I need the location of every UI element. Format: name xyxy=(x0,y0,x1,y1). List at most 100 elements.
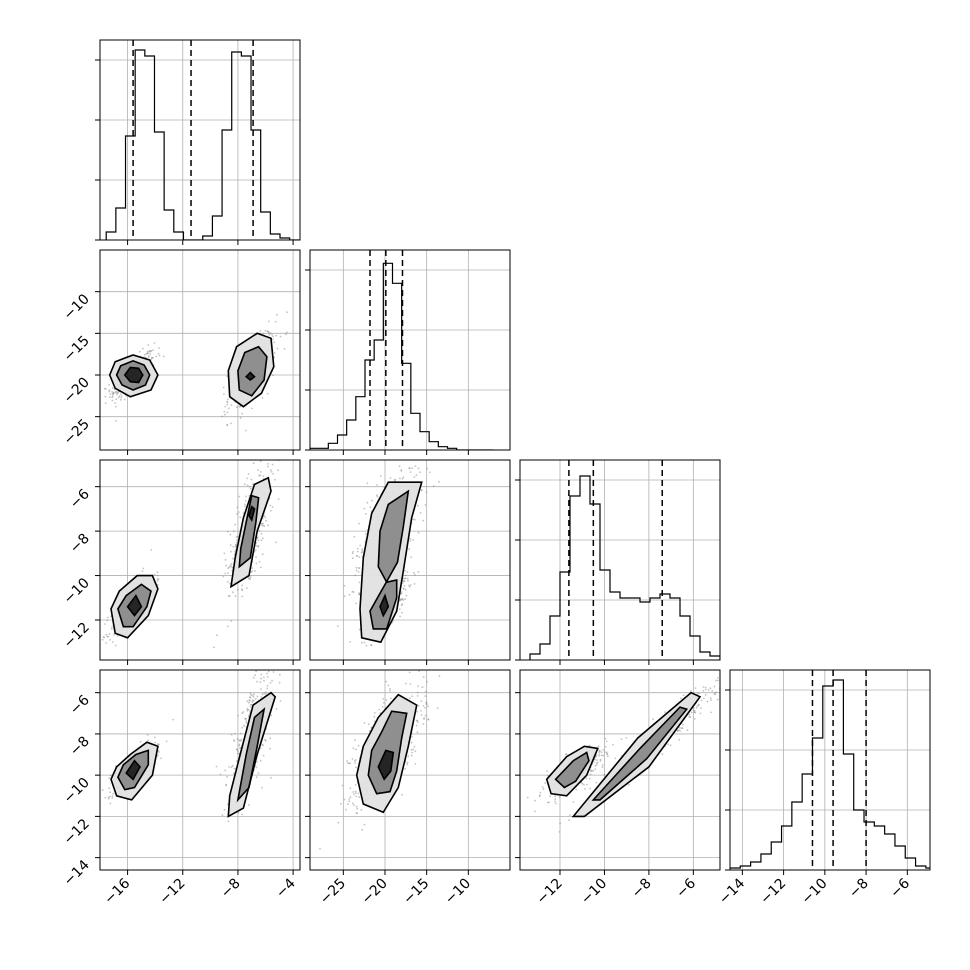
scatter-point xyxy=(258,444,260,446)
scatter-point xyxy=(404,598,407,601)
scatter-point xyxy=(257,772,260,774)
scatter-point xyxy=(222,575,225,578)
scatter-point xyxy=(269,469,272,471)
scatter-point xyxy=(447,663,449,665)
scatter-point xyxy=(427,705,430,708)
panel-frame-1-0 xyxy=(99,249,301,451)
y-tick-label-2-2: −8 xyxy=(67,531,93,557)
scatter-point xyxy=(594,758,596,761)
scatter-point xyxy=(274,439,276,441)
scatter-point xyxy=(267,524,270,527)
scatter-point xyxy=(706,700,709,703)
scatter-point xyxy=(255,670,257,673)
scatter-point xyxy=(416,720,418,722)
scatter-point xyxy=(115,398,118,401)
histogram-bin xyxy=(402,363,411,450)
scatter-point xyxy=(113,391,115,394)
scatter-point xyxy=(115,390,118,393)
histogram-bin xyxy=(771,842,781,870)
scatter-point xyxy=(408,584,410,587)
scatter-point xyxy=(257,469,260,471)
scatter-point xyxy=(728,662,730,664)
scatter-point xyxy=(249,705,252,708)
scatter-point xyxy=(248,804,250,806)
scatter-point xyxy=(269,504,272,507)
scatter-point xyxy=(678,738,681,741)
scatter-point xyxy=(254,570,256,572)
x-tick-label-3-2: −10 xyxy=(798,876,830,908)
scatter-point xyxy=(389,687,391,690)
y-tick-label-1-0: −25 xyxy=(61,416,93,448)
scatter-point xyxy=(411,751,413,754)
scatter-point xyxy=(232,545,235,548)
histogram-bin xyxy=(610,592,620,660)
scatter-point xyxy=(270,776,272,779)
scatter-point xyxy=(101,638,104,641)
scatter-point xyxy=(700,699,703,702)
scatter-point xyxy=(399,615,401,618)
scatter-point xyxy=(154,741,157,744)
scatter-point xyxy=(595,763,598,766)
scatter-point xyxy=(248,577,251,580)
scatter-point xyxy=(546,774,549,777)
x-tick-label-1-3: −10 xyxy=(442,876,474,908)
scatter-point xyxy=(416,691,419,694)
histogram-bin xyxy=(620,598,630,660)
scatter-point xyxy=(224,572,227,575)
scatter-point xyxy=(379,475,382,477)
scatter-point xyxy=(103,387,106,390)
scatter-point xyxy=(427,718,430,721)
scatter-point xyxy=(682,694,685,697)
scatter-point xyxy=(700,707,702,709)
histogram-bin xyxy=(241,56,251,240)
scatter-point xyxy=(272,635,274,637)
scatter-point xyxy=(358,567,361,569)
scatter-point xyxy=(351,552,354,555)
scatter-point xyxy=(271,463,274,466)
scatter-point xyxy=(225,783,228,786)
scatter-point xyxy=(707,689,710,691)
scatter-point xyxy=(406,571,409,573)
scatter-point xyxy=(249,696,252,699)
scatter-point xyxy=(223,393,225,395)
scatter-point xyxy=(417,531,420,534)
scatter-point xyxy=(411,695,414,697)
scatter-point xyxy=(228,595,231,598)
scatter-point xyxy=(404,588,407,591)
scatter-point xyxy=(237,714,240,717)
scatter-point xyxy=(604,746,607,748)
scatter-point xyxy=(400,604,403,607)
scatter-point xyxy=(352,551,354,553)
histogram-bin xyxy=(895,846,905,870)
scatter-point xyxy=(237,511,240,513)
scatter-point xyxy=(602,754,604,757)
scatter-point xyxy=(399,477,401,480)
scatter-point xyxy=(224,558,227,561)
scatter-point xyxy=(142,567,145,570)
scatter-point xyxy=(108,777,111,779)
scatter-point xyxy=(404,577,407,580)
scatter-point xyxy=(688,713,691,716)
scatter-point xyxy=(107,796,110,798)
scatter-point xyxy=(240,588,243,591)
scatter-point xyxy=(598,753,601,755)
scatter-point xyxy=(98,638,100,640)
scatter-point xyxy=(441,443,443,445)
scatter-point xyxy=(246,709,249,712)
scatter-point xyxy=(238,744,241,747)
scatter-point xyxy=(425,491,428,494)
scatter-point xyxy=(614,757,617,760)
scatter-point xyxy=(554,800,556,803)
y-tick-label-2-1: −10 xyxy=(61,575,93,607)
scatter-point xyxy=(628,784,630,786)
scatter-point xyxy=(110,628,113,630)
scatter-point xyxy=(271,506,274,509)
scatter-point xyxy=(117,396,120,399)
scatter-point xyxy=(156,743,159,746)
scatter-point xyxy=(224,413,226,416)
scatter-point xyxy=(558,796,561,798)
scatter-point xyxy=(625,737,628,739)
scatter-point xyxy=(398,465,401,468)
scatter-point xyxy=(739,661,741,663)
scatter-point xyxy=(694,711,697,714)
